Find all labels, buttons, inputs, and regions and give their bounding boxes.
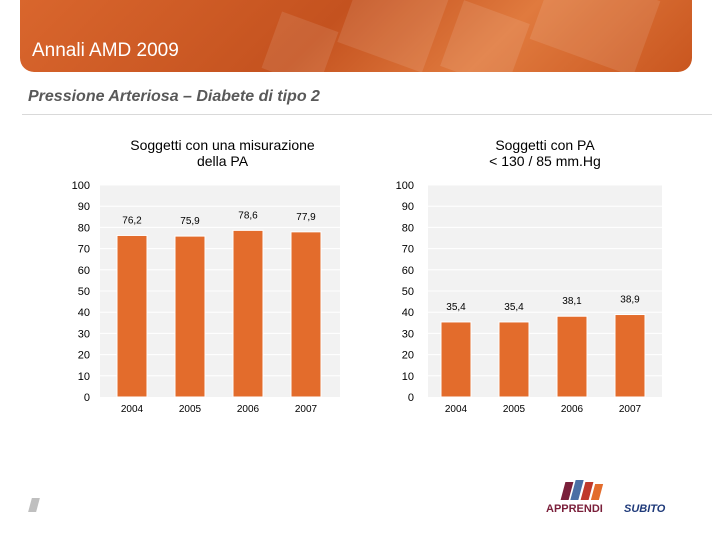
y-tick-label: 70: [402, 244, 414, 256]
bar: [440, 321, 472, 398]
data-label: 75,9: [180, 216, 200, 227]
x-tick-label: 2007: [619, 404, 642, 415]
header-banner: [20, 0, 692, 72]
data-label: 76,2: [122, 215, 142, 226]
bar: [290, 231, 322, 398]
bar: [174, 235, 206, 398]
data-label: 38,9: [620, 295, 640, 306]
y-tick-label: 50: [402, 286, 414, 298]
y-tick-label: 0: [84, 392, 90, 404]
y-tick-label: 50: [78, 286, 90, 298]
x-tick-label: 2006: [237, 404, 260, 415]
y-tick-label: 10: [402, 371, 414, 383]
y-tick-label: 40: [78, 307, 90, 319]
data-label: 38,1: [562, 296, 582, 307]
x-tick-label: 2004: [121, 404, 144, 415]
x-tick-label: 2005: [503, 404, 526, 415]
data-label: 78,6: [238, 210, 258, 221]
y-tick-label: 100: [396, 180, 414, 192]
bar: [614, 314, 646, 398]
y-tick-label: 90: [78, 201, 90, 213]
y-tick-label: 60: [402, 265, 414, 277]
page-title: Annali AMD 2009: [32, 40, 179, 61]
x-tick-label: 2004: [445, 404, 468, 415]
y-tick-label: 40: [402, 307, 414, 319]
x-tick-label: 2007: [295, 404, 318, 415]
y-tick-label: 0: [408, 392, 414, 404]
data-label: 35,4: [504, 302, 524, 313]
y-tick-label: 30: [402, 328, 414, 340]
x-tick-label: 2005: [179, 404, 202, 415]
y-tick-label: 100: [72, 180, 90, 192]
page-subtitle: Pressione Arteriosa – Diabete di tipo 2: [28, 88, 320, 105]
y-tick-label: 60: [78, 265, 90, 277]
y-tick-label: 20: [78, 350, 90, 362]
data-label: 77,9: [296, 212, 316, 223]
y-tick-label: 20: [402, 350, 414, 362]
chart-title-left: Soggetti con una misurazione della PA: [130, 137, 315, 169]
bar: [116, 234, 148, 398]
y-tick-label: 10: [78, 371, 90, 383]
x-tick-label: 2006: [561, 404, 584, 415]
bar: [556, 315, 588, 398]
y-tick-label: 30: [78, 328, 90, 340]
y-tick-label: 80: [402, 222, 414, 234]
subito-logo: SUBITO: [624, 503, 666, 515]
divider: [22, 114, 712, 115]
y-tick-label: 80: [78, 222, 90, 234]
y-tick-label: 70: [78, 244, 90, 256]
bar: [232, 229, 264, 398]
bar: [498, 321, 530, 398]
chart-title-right: Soggetti con PA < 130 / 85 mm.Hg: [489, 137, 601, 169]
apprendi-logo: APPRENDI: [546, 503, 603, 515]
data-label: 35,4: [446, 302, 466, 313]
y-tick-label: 90: [402, 201, 414, 213]
